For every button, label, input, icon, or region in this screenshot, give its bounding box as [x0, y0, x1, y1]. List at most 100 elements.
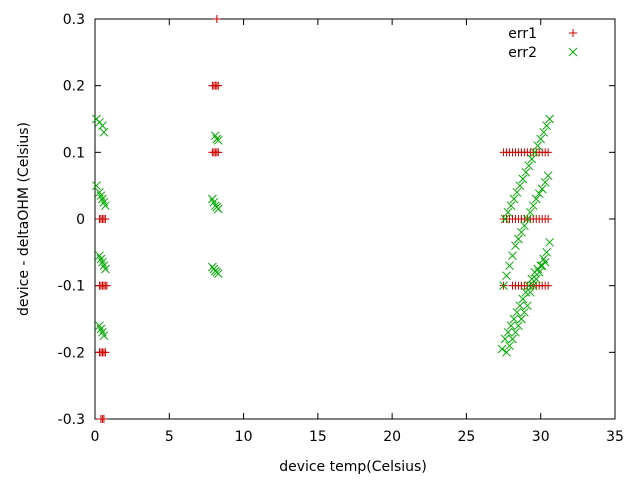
y-tick-label: 0	[76, 212, 85, 228]
err2-point	[96, 254, 106, 264]
err2-point	[500, 214, 510, 224]
err2-point	[96, 324, 106, 334]
err2-point	[540, 257, 550, 267]
err2-point	[99, 261, 109, 271]
err2-point	[521, 287, 531, 297]
err2-point	[518, 294, 528, 304]
err2-point	[539, 127, 549, 137]
x-tick-label: 35	[606, 429, 624, 445]
err2-point	[502, 271, 511, 281]
legend-label-err2: err2	[508, 45, 537, 61]
err2-point	[536, 261, 546, 271]
err2-point	[505, 261, 514, 271]
err2-point	[509, 314, 519, 324]
err1-point	[212, 15, 221, 23]
err2-point	[98, 257, 107, 267]
err2-point	[527, 274, 537, 284]
err2-point	[499, 281, 508, 291]
err2-point	[98, 194, 107, 204]
y-tick-label: 0.1	[63, 145, 85, 161]
y-tick-label: -0.1	[58, 279, 85, 295]
err2-point	[528, 201, 538, 211]
y-tick-label: -0.2	[58, 345, 85, 361]
err2-point	[500, 334, 510, 344]
err2-point	[98, 327, 107, 337]
err2-point	[512, 307, 522, 317]
err2-point	[208, 194, 217, 204]
err2-point	[542, 247, 552, 257]
legend-marker-err2	[568, 47, 578, 57]
x-axis-label: device temp(Celsius)	[279, 459, 427, 475]
err2-point	[101, 264, 110, 274]
err2-point	[531, 274, 541, 284]
x-tick-label: 30	[532, 429, 550, 445]
err2-point	[542, 121, 552, 131]
legend: err1 err2	[508, 26, 578, 61]
err2-point	[534, 267, 544, 277]
y-axis-label: device - deltaOHM (Celsius)	[16, 122, 32, 316]
err1-point	[544, 148, 553, 157]
err1-point	[99, 415, 108, 423]
legend-marker-err1	[569, 29, 577, 37]
err2-point	[509, 194, 519, 204]
err2-point	[99, 197, 109, 207]
y-tick-label: 0.3	[63, 12, 85, 28]
err2-point	[527, 154, 537, 164]
y-tick-label: -0.3	[58, 412, 85, 428]
err2-point	[503, 207, 513, 217]
err2-point	[528, 281, 538, 291]
err2-point	[524, 161, 534, 171]
err1-point	[101, 215, 110, 223]
err2-point	[530, 147, 540, 157]
err1-point	[544, 215, 553, 223]
err2-point	[533, 141, 543, 151]
err2-point	[98, 121, 107, 131]
err2-point	[520, 307, 529, 317]
err2-point	[506, 201, 516, 211]
err2-point	[497, 344, 507, 354]
err2-point	[95, 187, 104, 197]
err1-point	[102, 281, 111, 290]
err2-point	[517, 314, 526, 324]
err2-point	[503, 327, 513, 337]
err2-point	[95, 251, 104, 261]
err2-point	[506, 321, 516, 331]
err2-point	[99, 331, 109, 341]
err2-point	[539, 254, 549, 264]
err2-point	[545, 114, 554, 124]
err2-point	[517, 227, 526, 237]
err2-point	[511, 241, 520, 251]
err2-point	[537, 184, 547, 194]
err2-point	[511, 327, 520, 337]
err2-point	[545, 237, 554, 247]
err2-point	[518, 174, 528, 184]
err2-point	[514, 321, 523, 331]
err2-point	[525, 287, 535, 297]
legend-label-err1: err1	[508, 26, 537, 42]
err2-point	[514, 234, 523, 244]
err2-point	[99, 127, 109, 137]
err2-point	[101, 201, 110, 211]
x-tick-label: 10	[235, 429, 253, 445]
x-tick-label: 15	[309, 429, 327, 445]
err1-point	[214, 148, 223, 157]
x-tick-label: 20	[383, 429, 401, 445]
err2-point	[524, 281, 534, 291]
err2-point	[95, 321, 104, 331]
err2-point	[543, 171, 553, 181]
y-tick-label: 0.2	[63, 79, 85, 95]
err2-point	[515, 301, 525, 311]
err2-point	[515, 181, 525, 191]
err2-point	[505, 341, 514, 351]
x-tick-label: 25	[458, 429, 476, 445]
err2-point	[502, 347, 511, 357]
err2-point	[534, 189, 544, 199]
err2-point	[213, 135, 223, 145]
err2-point	[209, 197, 219, 207]
err2-point	[213, 269, 223, 279]
err1-point	[101, 348, 110, 357]
x-tick-label: 5	[165, 429, 174, 445]
err2-point	[531, 194, 541, 204]
